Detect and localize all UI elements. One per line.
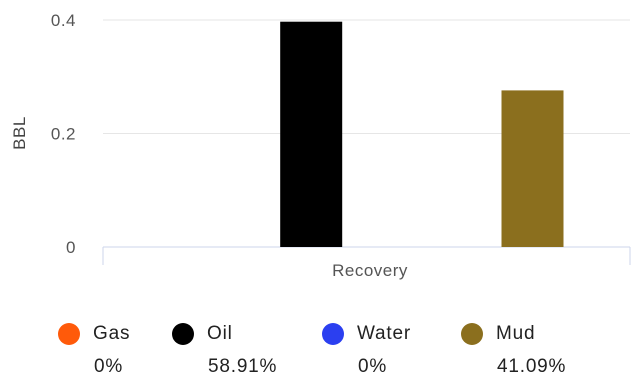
legend-label: Water — [357, 323, 411, 344]
legend-marker-icon — [322, 323, 344, 345]
legend-item-gas[interactable]: Gas 0% — [58, 318, 130, 378]
y-tick-label: 0.4 — [51, 11, 76, 30]
legend-marker-icon — [58, 323, 80, 345]
legend-percent: 0% — [94, 356, 124, 377]
bar-mud[interactable] — [501, 90, 564, 248]
legend-marker-icon — [461, 323, 483, 345]
x-axis-category-label: Recovery — [332, 261, 408, 280]
y-tick-label: 0.2 — [51, 125, 76, 144]
bars — [280, 21, 564, 248]
y-axis-ticks: 0 0.2 0.4 — [51, 11, 76, 257]
bar-chart: 0 0.2 0.4 BBL Recovery — [10, 11, 631, 280]
y-tick-label: 0 — [66, 238, 76, 257]
legend-item-oil[interactable]: Oil 58.91% — [172, 318, 277, 378]
legend-percent: 58.91% — [208, 356, 278, 377]
legend-item-water[interactable]: Water 0% — [322, 318, 411, 378]
y-axis-title: BBL — [10, 116, 29, 150]
legend-label: Mud — [496, 323, 536, 344]
bar-oil[interactable] — [280, 21, 343, 248]
legend-item-mud[interactable]: Mud 41.09% — [461, 318, 566, 378]
legend-label: Gas — [93, 323, 131, 344]
legend-percent: 41.09% — [497, 356, 567, 377]
legend: Gas 0% Oil 58.91% Water 0% Mud 41.09% — [0, 318, 637, 381]
legend-marker-icon — [172, 323, 194, 345]
x-axis — [102, 247, 631, 265]
legend-percent: 0% — [358, 356, 388, 377]
legend-label: Oil — [207, 323, 233, 344]
